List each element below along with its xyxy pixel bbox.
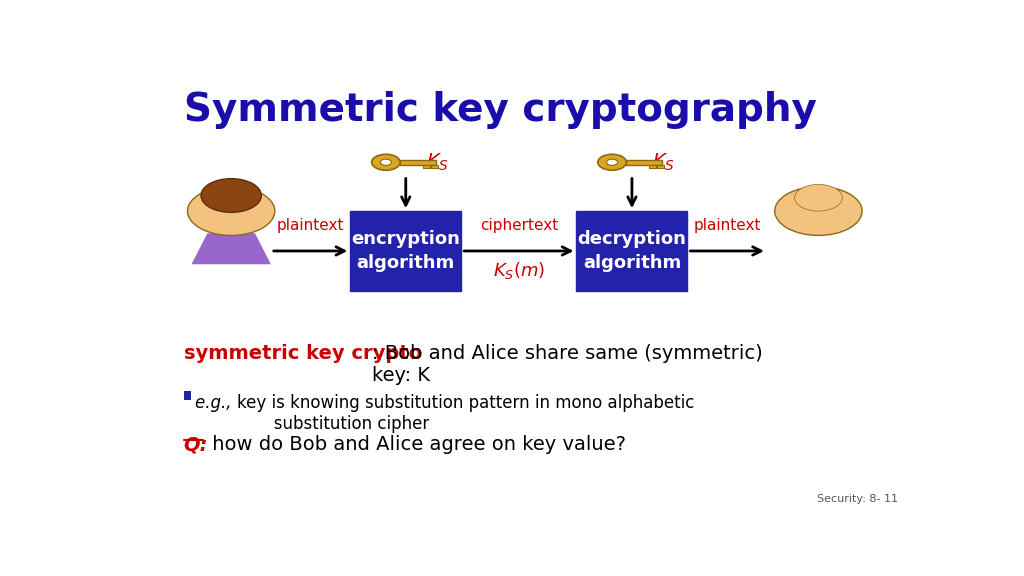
Text: encryption
algorithm: encryption algorithm [351,230,460,272]
Bar [649,165,655,168]
Text: Symmetric key cryptography: Symmetric key cryptography [183,92,816,129]
Text: $K_S(m)$: $K_S(m)$ [493,260,545,281]
Text: how do Bob and Alice agree on key value?: how do Bob and Alice agree on key value? [206,435,626,454]
Text: e.g.,: e.g., [196,394,238,412]
Text: Q:: Q: [183,435,208,454]
Text: Security: 8- 11: Security: 8- 11 [817,494,898,504]
Circle shape [775,187,862,236]
Circle shape [372,154,400,170]
Text: : Bob and Alice share same (symmetric)
key: K: : Bob and Alice share same (symmetric) k… [373,344,763,385]
Bar [423,165,430,168]
Bar [350,211,461,291]
Text: ciphertext: ciphertext [479,218,558,233]
Bar [577,211,687,291]
Text: plaintext: plaintext [276,218,344,233]
Circle shape [380,159,391,165]
Text: key is knowing substitution pattern in mono alphabetic
       substitution ciphe: key is knowing substitution pattern in m… [237,394,694,433]
Bar [431,165,437,168]
Text: $K_S$: $K_S$ [426,151,449,173]
Bar [627,160,663,165]
Circle shape [606,159,617,165]
Circle shape [187,187,274,236]
Bar [400,160,436,165]
Bar [657,165,664,168]
Circle shape [598,154,627,170]
Circle shape [201,179,261,213]
Bar [183,391,190,400]
Text: $K_S$: $K_S$ [652,151,675,173]
Polygon shape [191,233,270,264]
Text: symmetric key crypto: symmetric key crypto [183,344,422,363]
Text: decryption
algorithm: decryption algorithm [578,230,686,272]
Text: plaintext: plaintext [693,218,761,233]
Circle shape [795,184,842,211]
